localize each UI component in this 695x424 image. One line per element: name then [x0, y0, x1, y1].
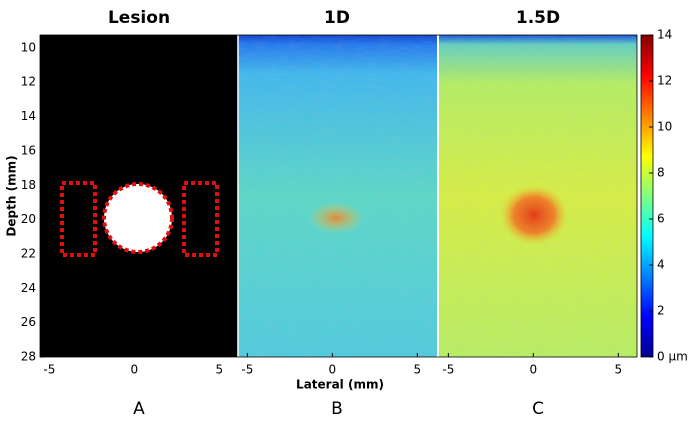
colorbar-tick-label: 8: [657, 166, 665, 180]
colorbar-tick-label: 6: [657, 212, 665, 226]
colorbar-tick-label: 14: [657, 28, 672, 42]
x-tick-label: 0: [530, 363, 538, 377]
x-tick-label: 5: [215, 363, 223, 377]
panel-b-lesion: [308, 202, 364, 234]
lesion-roi: [102, 182, 174, 254]
panel-c-lesion: [500, 185, 568, 245]
panel-title: 1.5D: [516, 8, 560, 28]
x-axis-label: Lateral (mm): [296, 378, 384, 392]
x-tick-label: -5: [442, 363, 454, 377]
y-tick-label: 20: [21, 212, 36, 226]
y-tick-label: 12: [21, 75, 36, 89]
y-tick-label: 28: [21, 350, 36, 364]
y-tick-label: 16: [21, 143, 36, 157]
panel-title: 1D: [324, 8, 350, 28]
y-tick-label: 26: [21, 315, 36, 329]
y-tick-label: 14: [21, 109, 36, 123]
x-tick-label: 0: [131, 363, 139, 377]
y-tick-label: 10: [21, 40, 36, 54]
x-tick-label: 5: [614, 363, 622, 377]
y-tick-label: 24: [21, 281, 36, 295]
x-tick-label: 5: [413, 363, 421, 377]
panel-letter: C: [532, 399, 544, 419]
background-roi: [182, 181, 219, 257]
panel-title: Lesion: [108, 8, 170, 28]
colorbar-tick-label: 12: [657, 74, 672, 88]
x-tick-label: 0: [329, 363, 337, 377]
y-axis-label: Depth (mm): [5, 155, 19, 236]
y-tick-label: 18: [21, 178, 36, 192]
y-tick-label: 22: [21, 246, 36, 260]
colorbar-tick-label: 10: [657, 120, 672, 134]
panel-letter: B: [331, 399, 343, 419]
panel-letter: A: [133, 399, 145, 419]
colorbar-tick-label: 2: [657, 304, 665, 318]
x-tick-label: -5: [241, 363, 253, 377]
colorbar-tick-label: 4: [657, 258, 665, 272]
colorbar-tick-label: 0 μm: [657, 350, 688, 364]
panel-b-texture: [238, 35, 437, 357]
x-tick-label: -5: [43, 363, 55, 377]
colorbar: [640, 34, 654, 358]
axes-frame: [39, 34, 638, 358]
background-roi: [60, 181, 97, 257]
